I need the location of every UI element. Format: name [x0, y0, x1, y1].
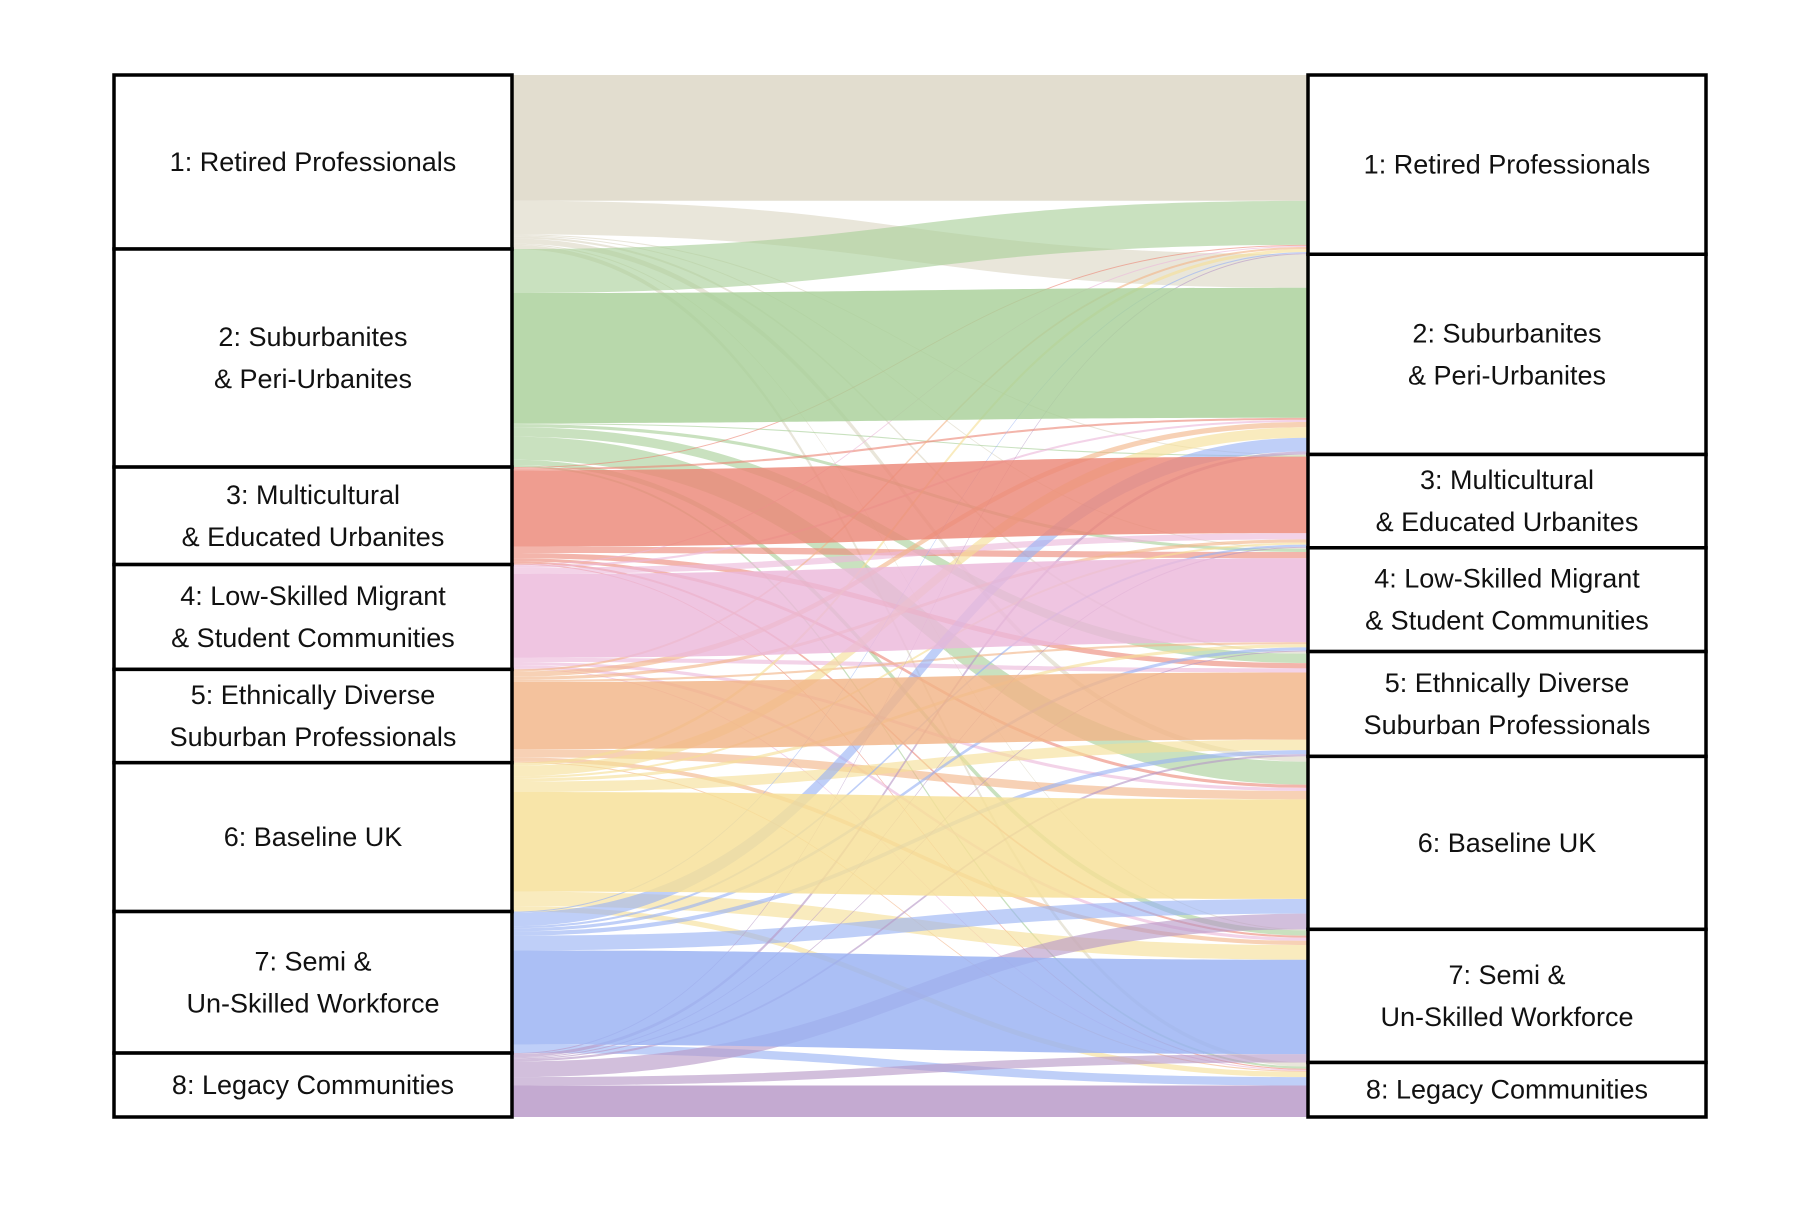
flow-8-to-5: [512, 754, 1308, 1062]
right-node-box: [1306, 927, 1708, 1065]
flow-1-to-8: [512, 244, 1308, 1067]
flow-3-to-6: [512, 558, 1308, 788]
flow-8-to-1: [512, 253, 1308, 1055]
left-node-label: 8: Legacy Communities: [172, 1070, 454, 1100]
flow-8-to-2: [512, 451, 1308, 1058]
right-node-6: 6: Baseline UK: [1306, 754, 1708, 932]
left-node-label: 1: Retired Professionals: [170, 147, 457, 177]
right-node-label: 8: Legacy Communities: [1366, 1075, 1648, 1105]
left-node-label: Un-Skilled Workforce: [186, 988, 439, 1018]
left-node-box: [112, 562, 514, 672]
left-node-label: & Peri-Urbanites: [214, 364, 412, 394]
flow-6-to-3: [512, 542, 1308, 779]
left-node-7: 7: Semi & Un-Skilled Workforce: [112, 909, 514, 1055]
right-node-label: 2: Suburbanites: [1412, 318, 1601, 348]
left-node-label: 4: Low-Skilled Migrant: [180, 581, 446, 611]
left-node-4: 4: Low-Skilled Migrant & Student Communit…: [112, 562, 514, 672]
left-node-box: [112, 667, 514, 765]
left-node-1: 1: Retired Professionals: [112, 73, 514, 251]
right-node-label: 3: Multicultural: [1420, 465, 1594, 495]
left-node-label: 6: Baseline UK: [224, 822, 403, 852]
flow-7-to-6: [512, 898, 1308, 951]
right-node-label: Suburban Professionals: [1364, 710, 1651, 740]
right-node-label: 6: Baseline UK: [1418, 828, 1597, 858]
right-node-label: & Peri-Urbanites: [1408, 360, 1606, 390]
left-node-box: [112, 465, 514, 567]
right-node-5: 5: Ethnically Diverse Suburban Profession…: [1306, 649, 1708, 759]
flow-3-to-2: [512, 417, 1308, 471]
right-node-box: [1306, 1060, 1708, 1119]
flow-7-to-7: [512, 950, 1308, 1055]
flow-1-to-1: [512, 75, 1308, 201]
left-node-box: [112, 247, 514, 469]
flow-2-to-1: [512, 200, 1308, 294]
left-node-box: [112, 909, 514, 1055]
left-node-2: 2: Suburbanites & Peri-Urbanites: [112, 247, 514, 469]
left-node-box: [112, 1051, 514, 1119]
right-axis-nodes: 1: Retired Professionals 2: Suburbanites &…: [1306, 73, 1708, 1119]
right-node-3: 3: Multicultural & Educated Urbanites: [1306, 452, 1708, 550]
left-node-label: & Educated Urbanites: [182, 522, 445, 552]
left-node-3: 3: Multicultural & Educated Urbanites: [112, 465, 514, 567]
right-node-label: 4: Low-Skilled Migrant: [1374, 564, 1640, 594]
right-node-4: 4: Low-Skilled Migrant & Student Communit…: [1306, 546, 1708, 654]
left-node-8: 8: Legacy Communities: [112, 1051, 514, 1119]
left-node-5: 5: Ethnically Diverse Suburban Profession…: [112, 667, 514, 765]
left-node-label: 5: Ethnically Diverse: [191, 680, 436, 710]
right-node-box: [1306, 252, 1708, 457]
flow-5-to-1: [512, 246, 1308, 672]
flow-3-to-7: [512, 561, 1308, 938]
right-node-label: & Student Communities: [1365, 606, 1649, 636]
flow-6-to-5: [512, 739, 1308, 793]
right-node-box: [1306, 73, 1708, 257]
right-node-label: 1: Retired Professionals: [1364, 150, 1651, 180]
flow-4-to-4: [512, 558, 1308, 658]
left-node-box: [112, 73, 514, 251]
flow-8-to-7: [512, 1054, 1308, 1086]
right-node-label: 7: Semi &: [1448, 960, 1565, 990]
left-node-label: 3: Multicultural: [226, 480, 400, 510]
right-node-label: & Educated Urbanites: [1376, 507, 1639, 537]
left-node-label: 7: Semi &: [254, 946, 371, 976]
right-node-label: Un-Skilled Workforce: [1380, 1002, 1633, 1032]
flow-2-to-2: [512, 287, 1308, 424]
right-node-8: 8: Legacy Communities: [1306, 1060, 1708, 1119]
right-node-2: 2: Suburbanites & Peri-Urbanites: [1306, 252, 1708, 457]
flow-3-to-3: [512, 456, 1308, 547]
flow-5-to-8: [512, 761, 1308, 1072]
left-node-label: 2: Suburbanites: [218, 322, 407, 352]
flow-4-to-3: [512, 533, 1308, 574]
flow-5-to-4: [512, 642, 1308, 682]
flow-7-to-4: [512, 647, 1308, 932]
right-node-7: 7: Semi & Un-Skilled Workforce: [1306, 927, 1708, 1065]
flow-4-to-5: [512, 657, 1308, 673]
left-axis-nodes: 1: Retired Professionals 2: Suburbanites &…: [112, 73, 514, 1119]
flows-layer: [512, 75, 1308, 1117]
flow-2-to-5: [512, 427, 1308, 664]
flow-6-to-6: [512, 792, 1308, 899]
left-node-6: 6: Baseline UK: [112, 760, 514, 914]
left-node-label: & Student Communities: [171, 623, 455, 653]
right-node-box: [1306, 649, 1708, 759]
flow-5-to-2: [512, 421, 1308, 677]
right-node-label: 5: Ethnically Diverse: [1385, 668, 1630, 698]
flow-2-to-3: [512, 423, 1308, 457]
left-node-label: Suburban Professionals: [170, 722, 457, 752]
flow-8-to-8: [512, 1085, 1308, 1117]
flow-5-to-5: [512, 672, 1308, 750]
right-node-1: 1: Retired Professionals: [1306, 73, 1708, 257]
right-node-box: [1306, 754, 1708, 932]
